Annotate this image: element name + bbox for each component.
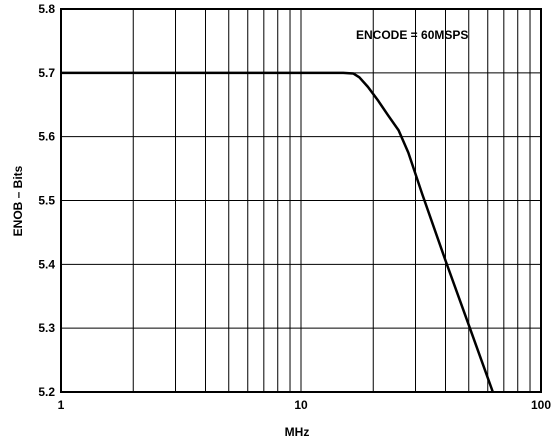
x-tick-label: 10 (294, 398, 308, 412)
plot-grid (61, 9, 541, 392)
plot-frame (60, 8, 542, 393)
x-tick-label: 100 (531, 398, 551, 412)
y-tick-label: 5.4 (38, 257, 55, 271)
x-axis-title: MHz (285, 425, 310, 439)
enob-series-line (61, 71, 495, 393)
x-tick-labels: 1 10 100 (58, 398, 552, 412)
y-tick-label: 5.3 (38, 321, 55, 335)
y-tick-label: 5.8 (38, 2, 55, 16)
y-tick-label: 5.2 (38, 385, 55, 399)
y-tick-labels: 5.2 5.3 5.4 5.5 5.6 5.7 5.8 (38, 2, 55, 399)
plot-series (61, 71, 495, 393)
encode-annotation: ENCODE = 60MSPS (356, 28, 468, 42)
y-tick-label: 5.7 (38, 66, 55, 80)
y-tick-label: 5.6 (38, 130, 55, 144)
x-tick-label: 1 (58, 398, 65, 412)
y-axis-title: ENOB – Bits (11, 165, 25, 236)
y-tick-label: 5.5 (38, 194, 55, 208)
